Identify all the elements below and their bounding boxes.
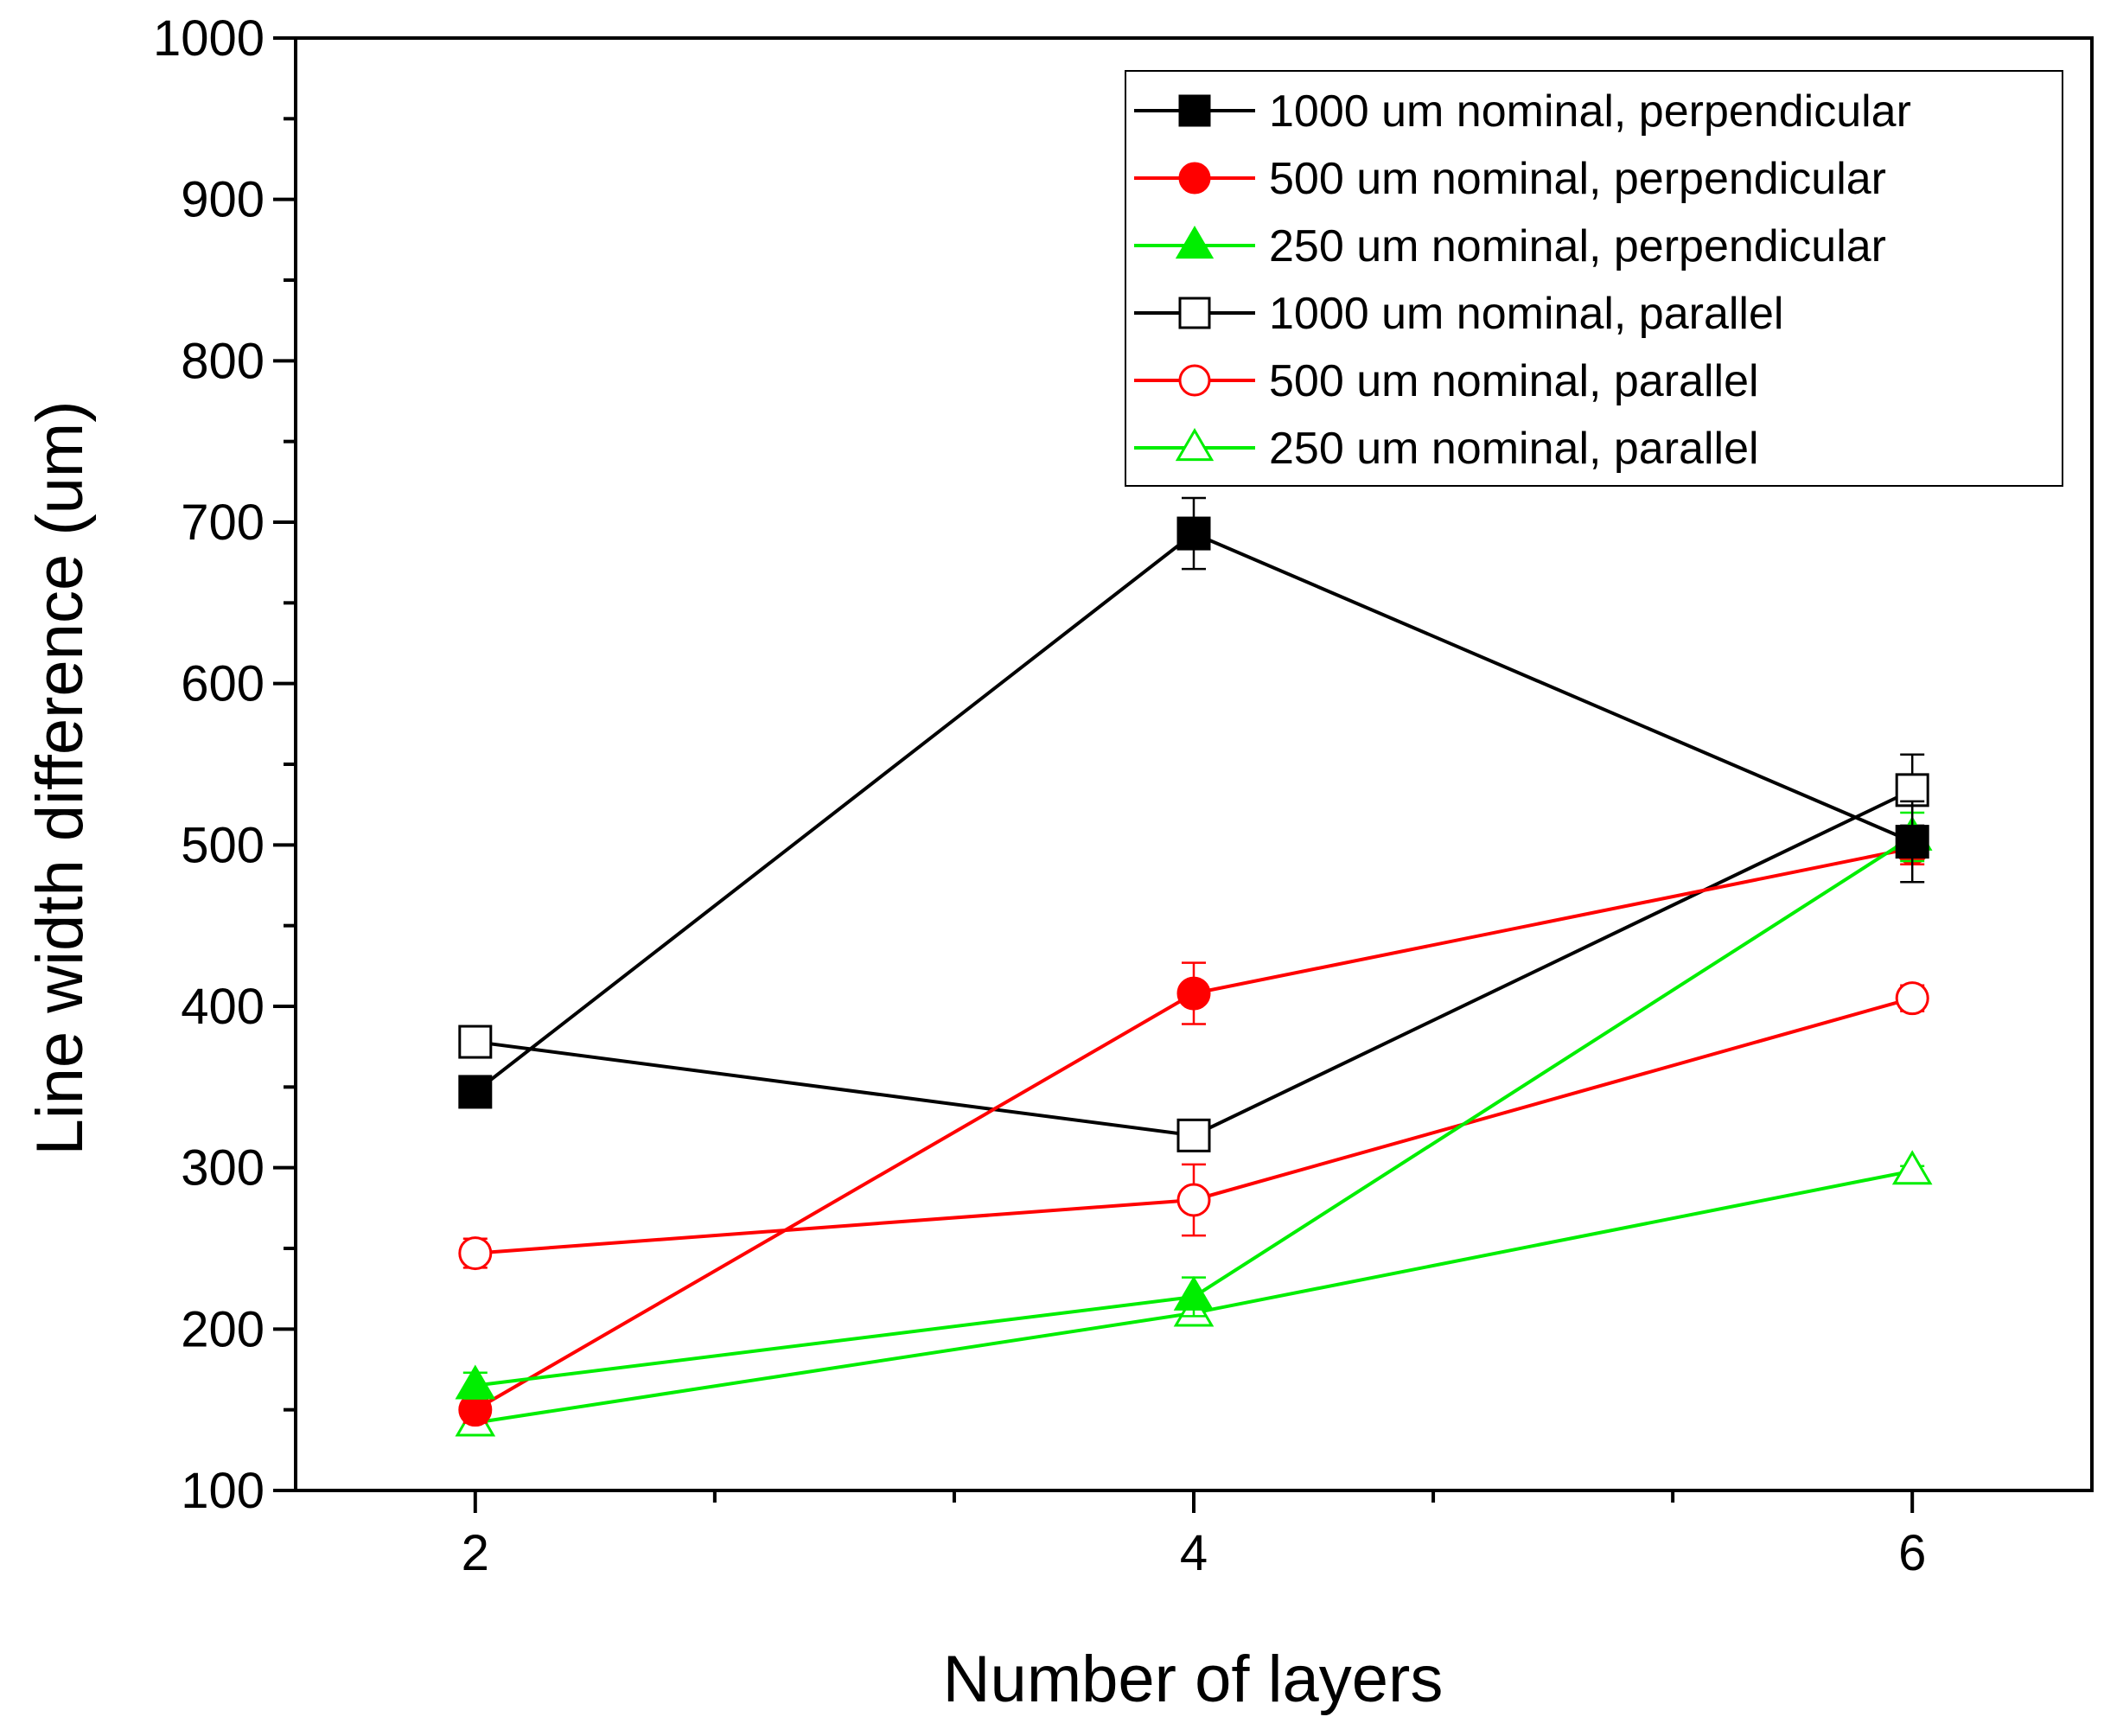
data-point [1173,1275,1215,1311]
series-5 [458,981,1929,1271]
legend-item-1: 1000 um nominal, perpendicular [1134,86,1911,137]
data-point [1891,1150,1933,1185]
data-point [458,1236,493,1271]
y-tick-label: 300 [181,1140,265,1197]
legend-label: 250 um nominal, perpendicular [1269,221,1886,271]
series-1 [458,496,1929,1109]
series-2 [458,831,1929,1427]
y-tick-label: 1000 [153,10,265,67]
y-tick-label: 800 [181,333,265,389]
series-4 [458,753,1929,1152]
legend-marker [1178,364,1211,397]
plot-area [455,496,1933,1437]
legend-label: 1000 um nominal, parallel [1269,289,1783,339]
data-point [1895,981,1929,1016]
legend-item-6: 250 um nominal, parallel [1134,424,1759,474]
data-point [1176,1183,1211,1217]
legend-label: 1000 um nominal, perpendicular [1269,86,1911,137]
x-axis-title: Number of layers [943,1643,1444,1716]
legend-item-3: 250 um nominal, perpendicular [1134,221,1886,271]
y-tick-label: 900 [181,172,265,228]
legend-item-5: 500 um nominal, parallel [1134,356,1759,406]
series-3 [455,811,1933,1400]
y-tick-label: 700 [181,495,265,551]
legend-label: 250 um nominal, parallel [1269,424,1759,474]
data-point [1176,516,1211,551]
x-tick-label: 2 [462,1525,489,1581]
legend-item-2: 500 um nominal, perpendicular [1134,154,1886,204]
y-tick-label: 100 [181,1463,265,1519]
data-point [1176,1118,1211,1152]
y-tick-label: 500 [181,817,265,873]
data-point [1176,976,1211,1011]
data-point [455,1364,496,1400]
x-tick-label: 4 [1180,1525,1208,1581]
data-point [458,1075,493,1109]
axes: 100 200 300 400 500 600 700 800 900 1000 2 4 6 [153,10,2094,1581]
y-tick-label: 400 [181,979,265,1035]
y-tick-label: 200 [181,1301,265,1357]
legend-item-4: 1000 um nominal, parallel [1134,289,1783,339]
data-point [458,1024,493,1059]
legend-marker [1178,94,1211,127]
legend-marker [1175,427,1215,462]
legend-marker [1175,225,1215,259]
legend-box [1125,70,2063,487]
legend-marker [1178,162,1211,195]
y-tick-label: 600 [181,656,265,712]
legend-marker [1178,297,1211,329]
y-axis-title: Line width difference (um) [23,400,97,1155]
legend-label: 500 um nominal, parallel [1269,356,1759,406]
x-tick-label: 6 [1898,1525,1926,1581]
legend-label: 500 um nominal, perpendicular [1269,154,1886,204]
legend: 1000 um nominal, perpendicular 500 um nom… [1125,70,2063,487]
data-point [1895,825,1929,859]
